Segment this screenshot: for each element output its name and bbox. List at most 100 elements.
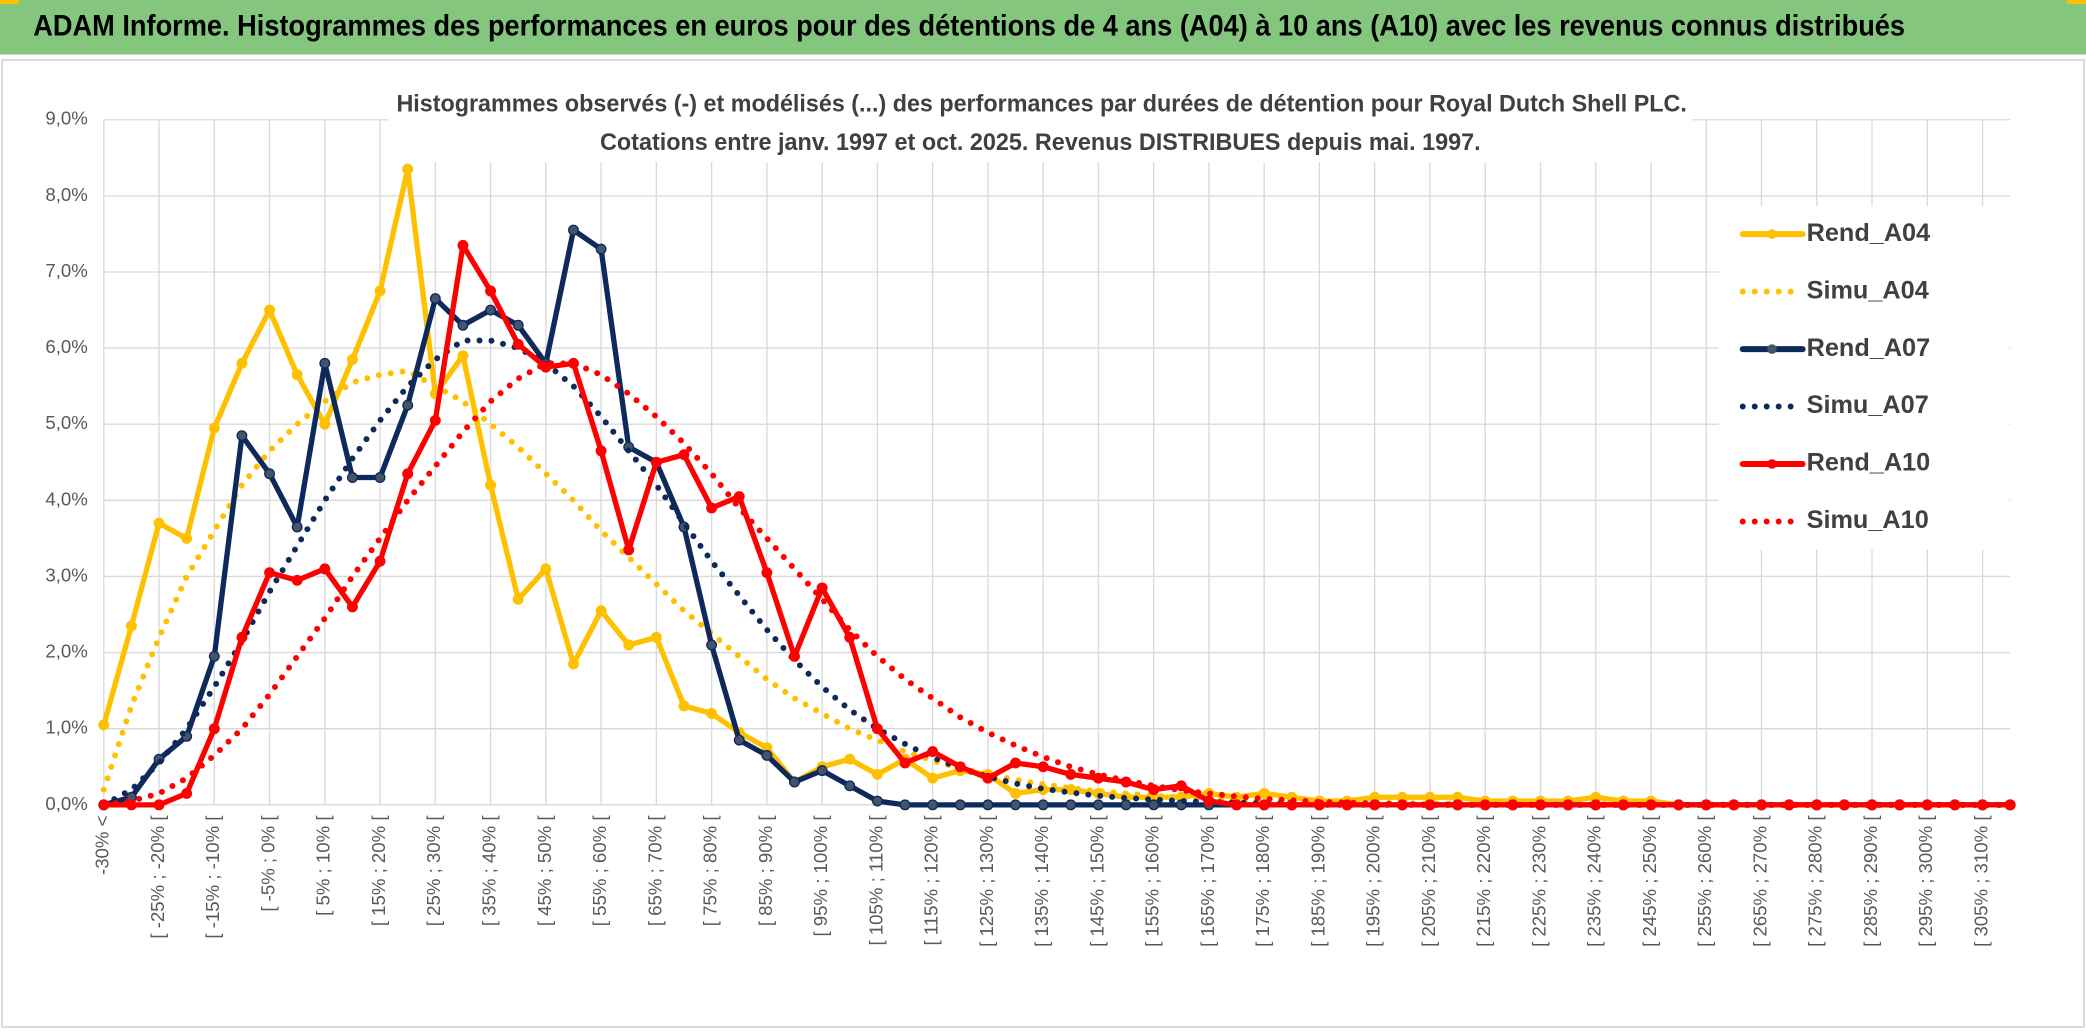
grid: 0,0% 1,0% 2,0% 3,0% 4,0% 5,0% 6,0% 7,0% 8,0% 9,0%… bbox=[45, 108, 2011, 947]
y-tick-label: 2,0% bbox=[45, 641, 87, 662]
x-tick-label: [ 285% ; 290% [ bbox=[1860, 815, 1881, 947]
data-point bbox=[1010, 757, 1021, 769]
data-point bbox=[1120, 799, 1132, 811]
x-tick-label: [ 65% ; 70% [ bbox=[644, 815, 665, 927]
data-point bbox=[595, 445, 607, 457]
x-tick-label: [ 15% ; 20% [ bbox=[368, 815, 389, 927]
data-point bbox=[402, 163, 414, 175]
y-tick-label: 8,0% bbox=[45, 184, 87, 205]
y-tick-label: 6,0% bbox=[45, 336, 87, 357]
data-point bbox=[181, 532, 193, 544]
data-point bbox=[706, 639, 718, 651]
y-tick-label: 3,0% bbox=[45, 564, 87, 585]
series-line bbox=[100, 337, 2014, 808]
data-point bbox=[789, 650, 800, 662]
x-tick-label: [ 45% ; 50% [ bbox=[534, 815, 555, 927]
legend-marker bbox=[1767, 459, 1777, 469]
data-point bbox=[264, 468, 276, 480]
data-point bbox=[568, 224, 579, 236]
x-tick-label: [ 305% ; 310% [ bbox=[1970, 815, 1991, 947]
data-point bbox=[650, 631, 662, 643]
data-point bbox=[319, 563, 331, 575]
y-tick-label: 9,0% bbox=[45, 108, 87, 129]
data-point bbox=[1258, 799, 1270, 811]
data-point bbox=[761, 749, 773, 761]
x-tick-label: [ 195% ; 200% [ bbox=[1363, 815, 1384, 947]
y-tick-label: 1,0% bbox=[45, 717, 87, 738]
data-point bbox=[927, 799, 939, 811]
data-point bbox=[844, 753, 856, 765]
data-point bbox=[982, 772, 994, 784]
data-point bbox=[568, 658, 579, 670]
data-point bbox=[816, 582, 828, 594]
legend-box bbox=[1718, 206, 2009, 550]
data-point bbox=[954, 799, 966, 811]
data-point bbox=[871, 768, 883, 780]
legend-label: Rend_A07 bbox=[1807, 334, 1931, 362]
corner bbox=[2067, 0, 2086, 4]
x-tick-label: [ 185% ; 190% [ bbox=[1307, 815, 1328, 947]
legend-label: Rend_A10 bbox=[1807, 449, 1931, 477]
data-point bbox=[264, 567, 276, 579]
legend-label: Rend_A04 bbox=[1807, 219, 1931, 247]
data-point bbox=[236, 430, 248, 442]
data-point bbox=[1175, 780, 1187, 792]
x-tick-label: [ 255% ; 260% [ bbox=[1694, 815, 1715, 947]
x-tick-label: [ -15% ; -10% [ bbox=[202, 815, 223, 939]
x-tick-label: [ 245% ; 250% [ bbox=[1639, 815, 1660, 947]
x-tick-label: [ 225% ; 230% [ bbox=[1528, 815, 1549, 947]
x-tick-label: [ 275% ; 280% [ bbox=[1805, 815, 1826, 947]
data-point bbox=[1231, 799, 1243, 811]
x-tick-label: [ 175% ; 180% [ bbox=[1252, 815, 1273, 947]
data-point bbox=[761, 567, 773, 579]
data-point bbox=[512, 593, 524, 605]
data-point bbox=[374, 285, 386, 297]
data-point bbox=[346, 472, 358, 483]
data-point bbox=[816, 765, 828, 777]
series-line bbox=[100, 360, 2014, 808]
x-tick-label: [ -5% ; 0% [ bbox=[257, 815, 278, 912]
data-point bbox=[429, 414, 441, 426]
chart-subtitle: Cotations entre janv. 1997 et oct. 2025.… bbox=[600, 129, 1481, 156]
data-point bbox=[982, 799, 994, 811]
data-point bbox=[1065, 799, 1077, 811]
data-point bbox=[623, 639, 635, 651]
data-point bbox=[733, 734, 745, 746]
data-point bbox=[457, 350, 469, 362]
x-tick-label: [ 35% ; 40% [ bbox=[479, 815, 500, 927]
data-point bbox=[98, 719, 110, 731]
x-tick-label: [ 145% ; 150% [ bbox=[1086, 815, 1107, 947]
data-point bbox=[402, 399, 414, 411]
data-point bbox=[346, 601, 358, 613]
x-tick-label: [ 55% ; 60% [ bbox=[589, 815, 610, 927]
data-point bbox=[1092, 799, 1104, 811]
data-point bbox=[512, 338, 524, 350]
data-point bbox=[485, 304, 497, 316]
data-point bbox=[153, 799, 165, 811]
title-bar bbox=[0, 0, 2086, 55]
chart-title: ADAM Informe. Histogrammes des performan… bbox=[33, 11, 1905, 43]
data-point bbox=[208, 650, 220, 662]
legend-label: Simu_A07 bbox=[1807, 391, 1929, 419]
data-point bbox=[1037, 799, 1049, 811]
x-tick-label: [ 5% ; 10% [ bbox=[313, 815, 334, 916]
data-point bbox=[954, 761, 966, 773]
data-point bbox=[871, 723, 883, 735]
subtitle-bg bbox=[388, 82, 1693, 163]
data-point bbox=[650, 456, 662, 468]
x-tick-label: -30% < bbox=[92, 815, 113, 874]
data-point bbox=[264, 304, 276, 316]
data-point bbox=[208, 422, 220, 434]
legend: Rend_A04 Simu_A04 Rend_A07 Simu_A07 Rend_A10… bbox=[1718, 206, 2009, 550]
x-tick-label: [ 265% ; 270% [ bbox=[1749, 815, 1770, 947]
legend-label: Simu_A04 bbox=[1807, 276, 1929, 304]
data-point bbox=[374, 472, 386, 483]
chart-frame bbox=[1, 58, 2085, 1029]
legend-marker bbox=[1767, 344, 1777, 354]
data-point bbox=[208, 723, 220, 735]
y-tick-label: 0,0% bbox=[45, 793, 87, 814]
legend-marker bbox=[1767, 229, 1777, 239]
data-point bbox=[623, 544, 635, 556]
data-point bbox=[595, 605, 607, 617]
